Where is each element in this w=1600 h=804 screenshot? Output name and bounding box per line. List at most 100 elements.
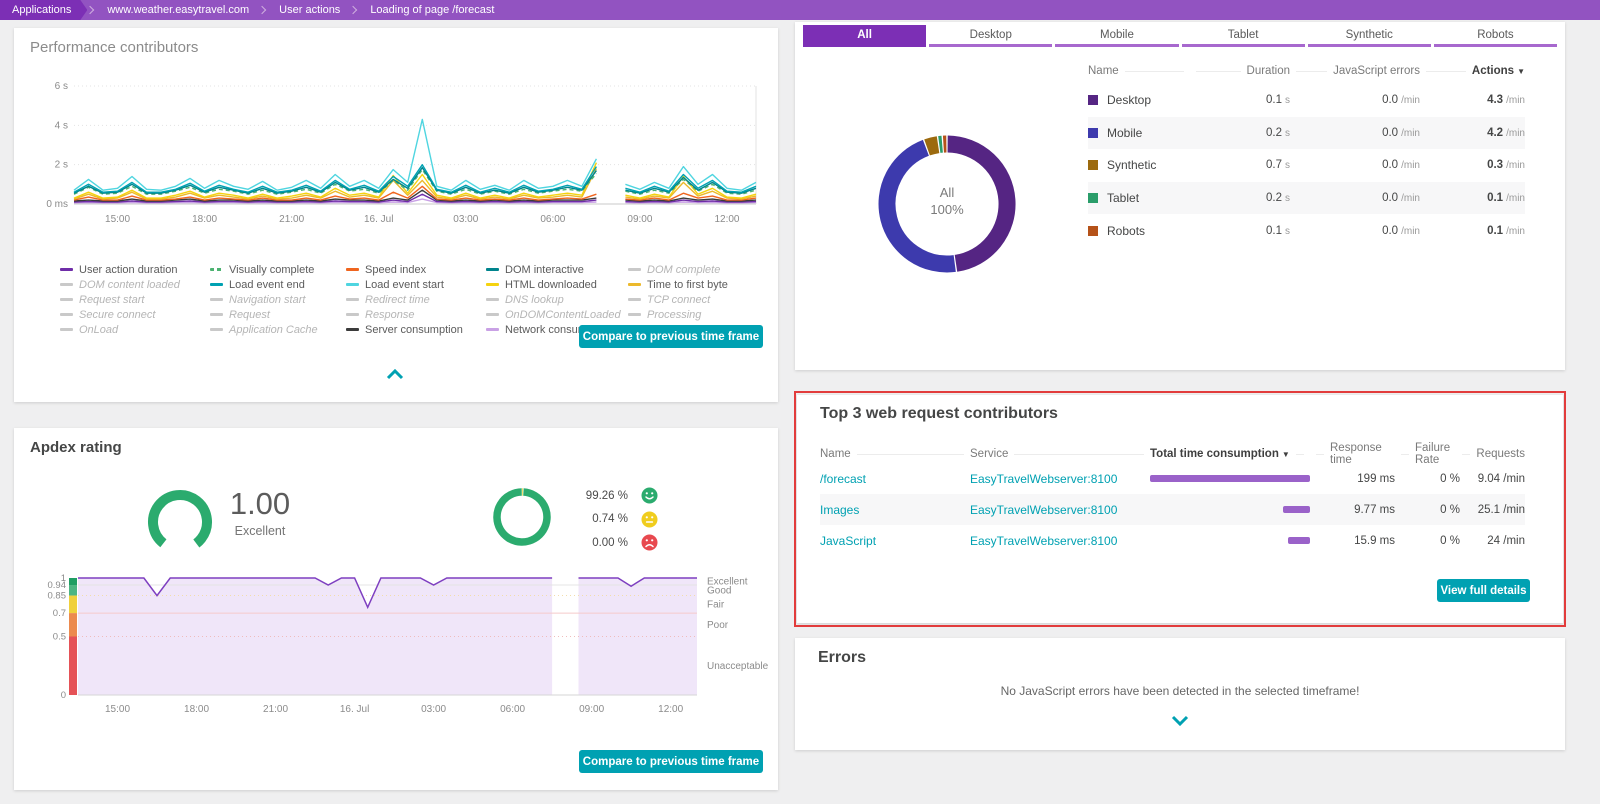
breadcrumb-item[interactable]: User actions [279,4,341,16]
legend-item[interactable]: HTML downloaded [486,277,628,292]
header-actions-sorted[interactable]: Actions [1471,65,1515,77]
legend-swatch [210,328,223,331]
header-name[interactable]: Name [820,448,851,460]
legend-swatch [210,268,223,271]
performance-line-chart[interactable]: 6 s 4 s 2 s 0 ms 15:00 18:00 21:00 16. Jul 03:00… [34,76,779,236]
legend-swatch [346,298,359,301]
legend-item[interactable]: Navigation start [210,292,346,307]
legend-item[interactable]: Load event end [210,277,346,292]
device-name: Robots [1107,223,1146,238]
device-name-cell: Synthetic [1088,158,1190,172]
header-js-errors[interactable]: JavaScript errors [1333,65,1420,77]
legend-item[interactable]: User action duration [60,262,210,277]
duration-cell: 0.2 s [1190,127,1290,139]
table-row[interactable]: Robots 0.1 s 0.0/min 0.1/min [1088,214,1525,247]
value: 0.2 [1266,126,1282,139]
table-row[interactable]: Mobile 0.2 s 0.0/min 4.2/min [1088,116,1525,150]
legend-item[interactable]: DOM content loaded [60,277,210,292]
legend-item[interactable]: DOM interactive [486,262,628,277]
tab-synthetic[interactable]: Synthetic [1307,25,1431,47]
legend-item[interactable]: Secure connect [60,307,210,322]
legend-item[interactable]: Application Cache [210,322,346,337]
request-name-link[interactable]: Images [820,502,860,517]
table-row[interactable]: Images EasyTravelWebserver:8100 9.77 ms 0 %… [820,494,1525,525]
svg-text:12:00: 12:00 [714,214,739,225]
device-color-swatch [1088,193,1098,204]
apdex-stat-row: 99.26 % [566,484,658,508]
header-duration[interactable]: Duration [1246,65,1290,77]
table-row[interactable]: /forecast EasyTravelWebserver:8100 199 ms 0… [820,463,1525,494]
apdex-title: Apdex rating [30,439,122,456]
request-name-link[interactable]: /forecast [820,471,867,486]
legend-item[interactable]: Response [346,307,486,322]
legend-item[interactable]: Speed index [346,262,486,277]
legend-label: Request start [79,293,145,306]
tab-mobile[interactable]: Mobile [1055,25,1179,47]
compare-previous-timeframe-button[interactable]: Compare to previous time frame [579,325,763,348]
table-row[interactable]: Synthetic 0.7 s 0.0/min 0.3/min [1088,149,1525,182]
legend-item[interactable]: OnDOMContentLoaded [486,307,628,322]
legend-item[interactable]: Processing [628,307,756,322]
value: 0.1 [1266,94,1282,107]
legend-swatch [486,313,499,316]
failure-rate-cell: 0 % [1440,503,1460,516]
breadcrumb-item[interactable]: www.weather.easytravel.com [107,4,250,16]
performance-title: Performance contributors [30,39,199,56]
legend-item[interactable]: DNS lookup [486,292,628,307]
header-name[interactable]: Name [1088,65,1119,77]
expand-chevron-down-icon[interactable] [1171,714,1189,729]
legend-item[interactable]: TCP connect [628,292,756,307]
header-service[interactable]: Service [970,448,1009,460]
legend-item[interactable]: Request start [60,292,210,307]
value: 0.1 [1487,224,1504,237]
value: 4.2 [1487,126,1504,139]
legend-item[interactable]: Visually complete [210,262,346,277]
tab-desktop[interactable]: Desktop [929,25,1053,47]
collapse-chevron-up-icon[interactable] [386,368,404,383]
svg-text:06:00: 06:00 [500,704,525,715]
tab-tablet[interactable]: Tablet [1181,25,1305,47]
legend-swatch [628,313,641,316]
svg-text:21:00: 21:00 [263,704,288,715]
legend-item[interactable]: Request [210,307,346,322]
table-row[interactable]: Desktop 0.1 s 0.0/min 4.3/min [1088,84,1525,117]
table-row[interactable]: JavaScript EasyTravelWebserver:8100 15.9 m… [820,525,1525,556]
tab-all[interactable]: All [803,25,927,47]
svg-text:18:00: 18:00 [192,214,217,225]
device-name: Synthetic [1107,158,1157,173]
top-requests-title: Top 3 web request contributors [820,405,1058,422]
legend-item[interactable]: OnLoad [60,322,210,337]
legend-item[interactable]: Redirect time [346,292,486,307]
legend-item[interactable]: Time to first byte [628,277,756,292]
user-type-donut[interactable] [871,128,1023,280]
legend-item[interactable]: DOM complete [628,262,756,277]
header-response-time[interactable]: Response time [1330,442,1382,466]
legend-item[interactable]: Server consumption [346,322,486,337]
compare-previous-timeframe-button-2[interactable]: Compare to previous time frame [579,750,763,773]
legend-label: Load event end [229,278,305,291]
legend-swatch [60,268,73,271]
legend-label: Speed index [365,263,427,276]
errors-message: No JavaScript errors have been detected … [1000,684,1360,698]
header-failure-rate[interactable]: Failure Rate [1415,442,1451,466]
breadcrumb-item[interactable]: Loading of page /forecast [370,4,495,16]
value: 0.0 [1382,94,1399,107]
service-link[interactable]: EasyTravelWebserver:8100 [970,471,1118,486]
legend-swatch [210,313,223,316]
unit: s [1285,225,1290,237]
legend-label: Response [365,308,415,321]
legend-item[interactable]: Load event start [346,277,486,292]
view-full-details-button[interactable]: View full details [1437,579,1530,602]
breadcrumb-item[interactable]: Applications [0,0,87,20]
service-link[interactable]: EasyTravelWebserver:8100 [970,533,1118,548]
header-total-time-sorted[interactable]: Total time consumption [1150,448,1279,460]
service-link[interactable]: EasyTravelWebserver:8100 [970,502,1118,517]
svg-text:16. Jul: 16. Jul [340,704,369,715]
response-time-cell: 199 ms [1357,472,1395,485]
tab-robots[interactable]: Robots [1433,25,1558,47]
apdex-stat-value: 0.00 % [592,536,628,549]
request-name-link[interactable]: JavaScript [820,533,877,548]
table-row[interactable]: Tablet 0.2 s 0.0/min 0.1/min [1088,181,1525,215]
header-requests[interactable]: Requests [1476,448,1525,460]
